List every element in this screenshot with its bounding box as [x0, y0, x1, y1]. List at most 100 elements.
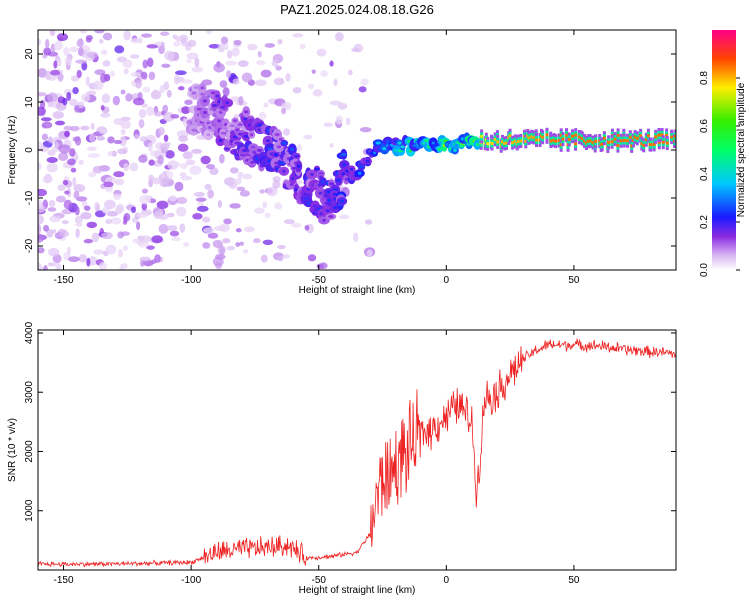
spectrogram-cell [318, 191, 323, 195]
spectrogram-cell [338, 214, 350, 220]
spectrogram-cell [160, 31, 170, 36]
spectrogram-cell [208, 44, 221, 49]
spectrogram-cell [105, 244, 117, 255]
spectrogram-cell [41, 133, 49, 141]
spectrogram-cell [340, 152, 347, 156]
spectrogram-cell [158, 126, 165, 136]
spectrogram-cell [275, 65, 282, 71]
spectrogram-xtick-label: -100 [181, 275, 201, 286]
spectrogram-cell [219, 223, 230, 232]
spectrogram-cell [256, 148, 263, 152]
spectrogram-cell [92, 80, 104, 91]
colorbar-tick-label: 0.0 [699, 263, 710, 277]
spectrogram-cell [665, 133, 669, 137]
spectrogram-cell [250, 160, 255, 164]
spectrogram-cell [232, 119, 238, 123]
spectrogram-cell [206, 163, 215, 170]
spectrogram-cell [237, 123, 243, 127]
spectrogram-xlabel: Height of straight line (km) [299, 285, 416, 296]
spectrogram-cell [132, 238, 141, 244]
spectrogram-cell [73, 183, 86, 193]
spectrogram-cell [83, 205, 91, 211]
spectrogram-cell [94, 30, 105, 34]
spectrogram-cell [311, 69, 316, 74]
spectrogram-cell [640, 142, 644, 146]
spectrogram-cell [191, 148, 203, 154]
spectrogram-cell [38, 247, 45, 254]
spectrogram-cell [101, 231, 113, 240]
spectrogram-cell [153, 211, 164, 219]
spectrogram-cell [400, 145, 405, 149]
spectrogram-cell [180, 162, 188, 170]
spectrogram-cell [93, 249, 105, 255]
spectrogram-cell [74, 136, 82, 146]
spectrogram-cell [56, 57, 62, 67]
spectrogram-cell [151, 89, 160, 99]
spectrogram-cell [336, 178, 341, 182]
spectrogram-cell [661, 140, 665, 144]
spectrogram-cell [156, 200, 169, 210]
spectrogram-cell [86, 221, 98, 229]
spectrogram-cell [202, 216, 211, 223]
spectrogram-cell [70, 125, 80, 132]
spectrogram-cell [516, 140, 520, 144]
spectrogram-cell [74, 206, 80, 216]
colorbar-gradient [712, 30, 736, 270]
spectrogram-cell [141, 188, 148, 194]
spectrogram-cell [310, 172, 314, 176]
spectrogram-cell [519, 139, 523, 143]
spectrogram-ytick-label: 0 [24, 147, 35, 153]
spectrogram-cell [616, 133, 620, 137]
spectrogram-cell [552, 138, 556, 142]
spectrogram-cell [503, 141, 507, 145]
spectrogram-cell [38, 146, 49, 153]
spectrogram-cell [113, 193, 122, 200]
spectrogram-cell [68, 256, 80, 263]
spectrogram-cell [117, 231, 124, 239]
spectrogram-cell [235, 228, 242, 233]
snr-xtick-label: -150 [54, 575, 74, 586]
spectrogram-cell [480, 134, 484, 138]
spectrogram-cell [41, 121, 53, 129]
spectrogram-cell [159, 178, 170, 188]
spectrogram-cell [220, 131, 227, 135]
spectrogram-cell [225, 60, 237, 66]
spectrogram-cell [342, 163, 347, 167]
spectrogram-cell [134, 134, 139, 140]
spectrogram-cell [619, 139, 623, 143]
spectrogram-cell [138, 108, 147, 119]
spectrogram-cell [431, 141, 435, 145]
spectrogram-cell [635, 136, 639, 140]
spectrogram-cell [291, 222, 302, 228]
spectrogram-cell [329, 60, 334, 67]
spectrogram-cell [174, 70, 187, 76]
snr-xtick-label: 50 [568, 575, 580, 586]
spectrogram-cell [321, 180, 325, 184]
spectrogram-cell [500, 140, 504, 144]
spectrogram-cell [173, 41, 181, 47]
spectrogram-cell [226, 245, 236, 251]
spectrogram-cell [532, 135, 536, 139]
spectrogram-cell [259, 189, 266, 194]
spectrogram-cell [160, 41, 165, 52]
spectrogram-cell [69, 98, 78, 107]
spectrogram-cell [140, 33, 152, 38]
spectrogram-cell [151, 177, 162, 185]
spectrogram-cell [654, 135, 658, 139]
spectrogram-cell [607, 140, 611, 144]
spectrogram-cell [266, 186, 278, 197]
spectrogram-cell [86, 146, 97, 151]
spectrogram-cell [149, 150, 161, 157]
spectrogram-cell [179, 223, 186, 233]
spectrogram-cell [76, 69, 82, 79]
spectrogram-cell [493, 137, 497, 141]
spectrogram-ylabel: Frequency (Hz) [7, 116, 18, 185]
spectrogram-cell [238, 171, 244, 177]
spectrogram-cell [196, 205, 209, 212]
spectrogram-cell [47, 262, 56, 267]
spectrogram-cell [191, 91, 197, 95]
spectrogram-cell [475, 143, 480, 147]
spectrogram-cell [273, 77, 285, 86]
spectrogram-cell [186, 52, 199, 60]
spectrogram-cell [233, 178, 242, 185]
